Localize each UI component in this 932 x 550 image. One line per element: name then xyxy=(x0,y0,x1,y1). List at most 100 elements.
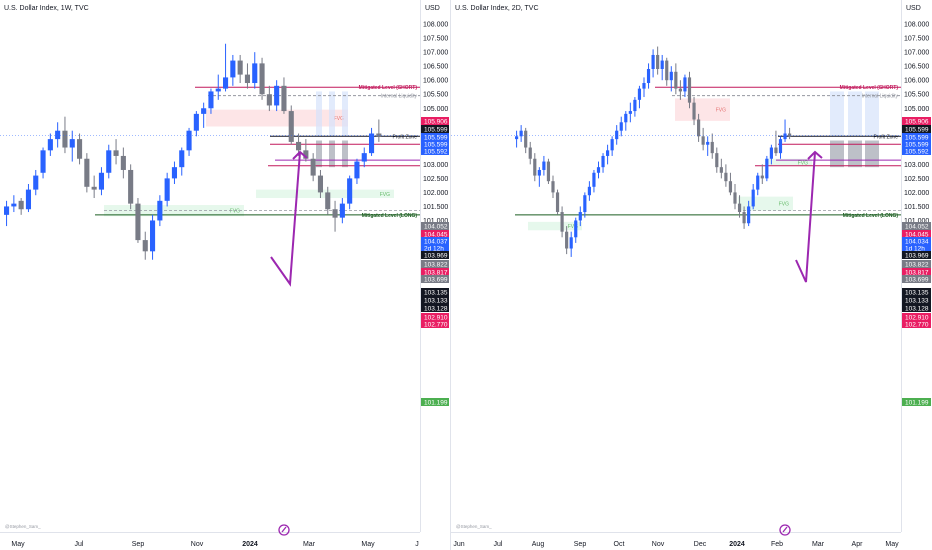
price-badge-text: 103.128 xyxy=(905,305,929,312)
candle-body xyxy=(142,240,148,252)
price-badge-text: 105.599 xyxy=(905,134,929,141)
candle-body xyxy=(515,136,519,140)
candle-body xyxy=(637,88,642,100)
candle-body xyxy=(259,63,265,95)
y-tick-label: 102.000 xyxy=(904,190,929,197)
candle-body xyxy=(288,111,294,142)
candle-body xyxy=(769,147,773,159)
candle-body xyxy=(665,60,669,81)
level-label: Mitigated Level (SHORT) xyxy=(840,85,899,91)
fvg-label: FVG xyxy=(779,202,789,208)
price-badge-text: 103.822 xyxy=(905,261,929,268)
projection-gray-column xyxy=(342,140,348,168)
price-badge xyxy=(421,313,449,321)
candle-body xyxy=(715,153,719,168)
candle-body xyxy=(701,136,705,145)
candle-body xyxy=(266,94,272,106)
candle-body xyxy=(164,178,170,201)
projection-column xyxy=(865,91,879,137)
candle-body xyxy=(274,85,280,106)
projection-arrow xyxy=(270,151,301,287)
projection-arrow xyxy=(795,151,816,283)
candle-body xyxy=(678,88,682,92)
candle-body xyxy=(542,161,546,170)
candle-body xyxy=(252,63,258,84)
candle-body xyxy=(339,203,345,218)
candle-body xyxy=(633,99,637,112)
price-badge xyxy=(902,125,931,133)
candle-body xyxy=(601,155,605,168)
candle-body xyxy=(546,161,551,182)
candle-body xyxy=(774,147,778,154)
candle-body xyxy=(524,130,528,148)
candle-body xyxy=(91,186,97,190)
fvg-zone xyxy=(765,158,812,166)
price-badge xyxy=(902,244,931,252)
candle-body xyxy=(747,206,751,224)
chart-panel-1w[interactable]: U.S. Dollar Index, 1W, TVC USD 108.000 107.… xyxy=(0,0,450,550)
price-badge xyxy=(421,260,449,268)
candle-body xyxy=(62,130,68,148)
fvg-label: FVG xyxy=(798,160,808,166)
price-badge xyxy=(902,320,931,328)
level-label: Mitigated Level (LONG) xyxy=(843,213,899,219)
price-badge xyxy=(421,251,449,259)
projection-column xyxy=(316,91,322,137)
candle-body xyxy=(369,133,375,154)
price-badge xyxy=(902,222,931,230)
candle-body xyxy=(281,85,287,112)
candle-body xyxy=(783,133,787,140)
arrow-head xyxy=(292,150,308,160)
price-badge xyxy=(902,147,931,155)
price-badge-text: 104.045 xyxy=(424,231,448,238)
candle-body xyxy=(728,181,733,193)
candle-body xyxy=(193,113,199,131)
fvg-zone xyxy=(256,189,394,199)
price-badge-text: 104.045 xyxy=(905,231,929,238)
x-tick-label: Nov xyxy=(652,541,665,548)
price-badge xyxy=(421,133,449,141)
price-badge xyxy=(421,230,449,238)
candle-body xyxy=(179,150,185,168)
candle-body xyxy=(737,203,742,213)
currency-label: USD xyxy=(425,5,440,12)
price-badge xyxy=(421,117,449,125)
fvg-label: FVG xyxy=(334,116,344,122)
price-badge xyxy=(421,320,449,328)
candle-body xyxy=(98,172,105,190)
y-tick-label: 105.000 xyxy=(904,106,929,113)
candle-body xyxy=(310,158,316,176)
candle-body xyxy=(157,200,163,221)
price-badge xyxy=(902,398,931,406)
price-badge xyxy=(421,147,449,155)
candle-body xyxy=(628,111,632,114)
projection-gray-column xyxy=(316,140,322,168)
chart-panel-2d[interactable]: U.S. Dollar Index, 2D, TVC USD 108.000 107.… xyxy=(451,0,932,550)
candle-body xyxy=(18,200,24,210)
candle-body xyxy=(656,54,660,69)
y-tick-label: 102.500 xyxy=(423,176,448,183)
x-tick-label: Jul xyxy=(494,541,503,548)
price-badge-text: 2d 12h xyxy=(424,245,444,252)
candle-body xyxy=(113,150,119,156)
price-badge xyxy=(421,296,449,304)
price-badge-text: 101.199 xyxy=(424,399,448,406)
candle-body xyxy=(756,175,760,190)
currency-label: USD xyxy=(906,5,921,12)
tradingview-logo-icon[interactable] xyxy=(278,524,290,536)
candle-body xyxy=(230,60,236,78)
candle-body xyxy=(555,192,560,213)
price-badge-text: 105.599 xyxy=(424,134,448,141)
price-badge xyxy=(421,237,449,245)
y-tick-label: 103.000 xyxy=(904,162,929,169)
price-badge-text: 103.699 xyxy=(905,276,929,283)
price-badge xyxy=(421,304,449,312)
tradingview-logo-icon[interactable] xyxy=(779,524,791,536)
candle-body xyxy=(296,141,302,151)
candle-body xyxy=(237,60,243,75)
candle-body xyxy=(674,71,678,89)
price-badge-text: 102.770 xyxy=(424,321,448,328)
projection-column xyxy=(830,91,844,137)
candle-body xyxy=(376,133,382,137)
price-badge xyxy=(421,268,449,276)
